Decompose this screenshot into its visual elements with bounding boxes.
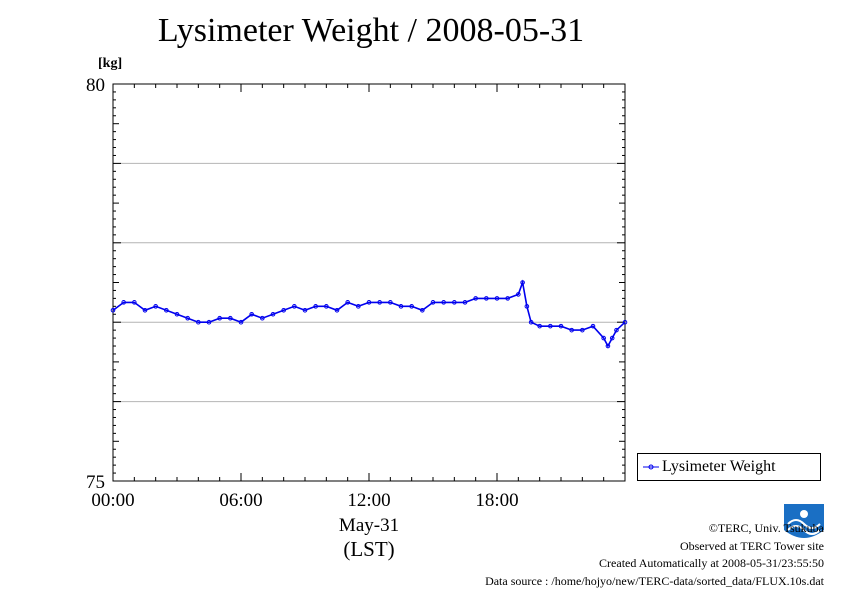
data-point [505, 296, 510, 301]
data-point [601, 335, 606, 341]
data-point [302, 307, 308, 313]
data-point [473, 296, 478, 301]
data-point [528, 319, 534, 325]
chart-legend: Lysimeter Weight [637, 453, 821, 481]
x-axis-date-label: May-31 [339, 515, 399, 536]
data-point [622, 319, 628, 325]
data-point [238, 319, 244, 325]
data-point [484, 296, 489, 301]
data-point [174, 311, 180, 317]
data-point [520, 280, 525, 285]
data-point [462, 300, 468, 305]
series-line [112, 279, 626, 348]
terc-logo-icon [782, 502, 826, 544]
data-point [249, 311, 254, 317]
data-point [569, 327, 574, 333]
data-point [345, 300, 350, 305]
x-tick-label: 06:00 [219, 490, 262, 511]
x-tick-label: 00:00 [91, 490, 134, 511]
grid-lines [113, 162, 625, 403]
credit-copyright: ©TERC, Univ. Tsukuba [708, 521, 824, 535]
data-point [164, 307, 169, 313]
data-point [614, 327, 619, 333]
credits-block: ©TERC, Univ. Tsukuba Observed at TERC To… [485, 520, 824, 590]
credit-data-source: Data source : /home/hojyo/new/TERC-data/… [485, 573, 824, 588]
plot-frame [112, 83, 626, 482]
data-point [196, 319, 201, 325]
y-axis-unit-label: [kg] [98, 56, 123, 71]
data-point [270, 311, 276, 317]
data-point [590, 323, 596, 329]
legend-label: Lysimeter Weight [662, 458, 776, 475]
legend-line-marker-icon [643, 459, 659, 475]
data-point [153, 304, 158, 309]
data-point [388, 300, 393, 305]
series-lysimeter-weight [110, 279, 628, 349]
data-point [142, 307, 148, 313]
data-point [110, 307, 116, 313]
data-point [206, 319, 212, 325]
data-point [609, 335, 615, 341]
data-point [452, 300, 457, 305]
x-tick-label: 12:00 [347, 490, 390, 511]
data-point [324, 304, 329, 309]
data-point [313, 304, 318, 309]
axis-ticks [112, 83, 626, 482]
x-tick-label: 18:00 [475, 490, 518, 511]
data-point [121, 300, 126, 305]
axis-labels: 75 80 00:00 06:00 12:00 18:00 May-31(LST) [86, 75, 519, 561]
data-point [292, 304, 297, 309]
data-point [605, 343, 611, 349]
data-point [516, 292, 521, 297]
data-point [494, 296, 500, 301]
data-point [260, 315, 265, 321]
x-axis-timezone-label: (LST) [343, 537, 394, 561]
data-point [334, 307, 340, 313]
data-point [558, 323, 564, 329]
y-tick-label: 75 [86, 472, 105, 493]
data-point [409, 304, 414, 309]
y-tick-label: 80 [86, 75, 105, 96]
data-point [524, 304, 530, 309]
chart-title: Lysimeter Weight / 2008-05-31 [157, 12, 585, 49]
data-point [228, 315, 233, 321]
data-point [377, 300, 382, 305]
data-point [548, 323, 553, 329]
credit-site: Observed at TERC Tower site [679, 538, 824, 553]
data-point [185, 315, 190, 321]
data-point [356, 304, 361, 309]
data-point [217, 315, 222, 321]
data-point [281, 307, 286, 313]
data-point [430, 300, 436, 305]
data-point [420, 307, 425, 313]
data-point [366, 300, 372, 305]
credit-created: Created Automatically at 2008-05-31/23:5… [599, 556, 824, 570]
data-point [537, 323, 542, 329]
data-point [132, 300, 137, 305]
data-point [441, 300, 446, 305]
data-point [398, 304, 404, 309]
data-point [580, 327, 585, 333]
